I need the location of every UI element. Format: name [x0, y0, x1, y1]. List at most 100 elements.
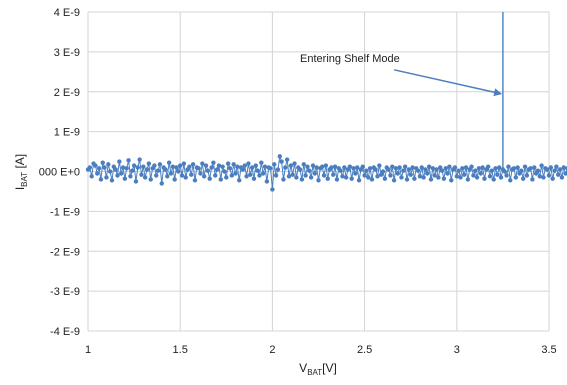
- data-point: [536, 169, 540, 173]
- data-point: [386, 167, 390, 171]
- data-point: [344, 175, 348, 179]
- data-point: [473, 169, 477, 173]
- data-point: [458, 175, 462, 179]
- data-point: [506, 165, 510, 169]
- data-point: [283, 165, 287, 169]
- data-point: [231, 162, 235, 166]
- data-point: [453, 165, 457, 169]
- data-point: [370, 177, 374, 181]
- data-point: [488, 174, 492, 178]
- y-tick-label: 4 E-9: [54, 7, 80, 19]
- data-point: [235, 165, 239, 169]
- data-point: [383, 176, 387, 180]
- data-point: [276, 167, 280, 171]
- data-point: [530, 177, 534, 181]
- data-point: [539, 163, 543, 167]
- data-point: [309, 175, 313, 179]
- data-point: [228, 166, 232, 170]
- data-point: [104, 175, 108, 179]
- data-point: [158, 162, 162, 166]
- data-point: [410, 165, 414, 169]
- data-point: [117, 159, 121, 163]
- data-point: [313, 171, 317, 175]
- data-point: [331, 172, 335, 176]
- data-point: [447, 165, 451, 169]
- data-point: [329, 165, 333, 169]
- data-point: [156, 169, 160, 173]
- x-tick-label: 1: [85, 344, 91, 356]
- data-point: [193, 178, 197, 182]
- data-point: [246, 161, 250, 165]
- data-point: [326, 176, 330, 180]
- data-point: [493, 166, 497, 170]
- data-point: [338, 169, 342, 173]
- data-point: [436, 175, 440, 179]
- data-point: [388, 173, 392, 177]
- data-point: [556, 172, 560, 176]
- data-point: [401, 169, 405, 173]
- data-point: [421, 175, 425, 179]
- data-point: [449, 178, 453, 182]
- data-point: [368, 166, 372, 170]
- data-point: [182, 161, 186, 165]
- data-point: [172, 177, 176, 181]
- data-point: [486, 165, 490, 169]
- data-point: [397, 165, 401, 169]
- data-point: [456, 169, 460, 173]
- data-point: [469, 165, 473, 169]
- data-point: [226, 161, 230, 165]
- data-point: [425, 171, 429, 175]
- data-point: [93, 163, 97, 167]
- data-point: [176, 169, 180, 173]
- data-point: [349, 176, 353, 180]
- data-point: [125, 166, 129, 170]
- data-point: [503, 169, 507, 173]
- data-point: [213, 173, 217, 177]
- data-point: [353, 171, 357, 175]
- data-point: [99, 177, 103, 181]
- y-tick-label: -3 E-9: [50, 286, 80, 298]
- data-point: [241, 167, 245, 171]
- data-point: [562, 165, 566, 169]
- data-point: [515, 165, 519, 169]
- data-point: [113, 167, 117, 171]
- data-point: [462, 172, 466, 176]
- data-point: [504, 173, 508, 177]
- data-point: [475, 175, 479, 179]
- data-point: [292, 161, 296, 165]
- data-point: [302, 162, 306, 166]
- data-point: [152, 163, 156, 167]
- y-tick-label: 3 E-9: [54, 47, 80, 59]
- data-point: [219, 177, 223, 181]
- y-tick-label: -4 E-9: [50, 326, 80, 338]
- data-point: [222, 169, 226, 173]
- data-point: [154, 173, 158, 177]
- data-point: [220, 165, 224, 169]
- data-point: [442, 176, 446, 180]
- data-point: [265, 179, 269, 183]
- data-point: [508, 178, 512, 182]
- x-tick-label: 1.5: [173, 344, 188, 356]
- data-point: [523, 165, 527, 169]
- data-point: [324, 163, 328, 167]
- data-point: [550, 176, 554, 180]
- data-point: [361, 165, 365, 169]
- data-point: [521, 176, 525, 180]
- data-point: [268, 166, 272, 170]
- y-tick-label: 1 E-9: [54, 127, 80, 139]
- data-point: [224, 175, 228, 179]
- data-point: [528, 166, 532, 170]
- data-point: [381, 169, 385, 173]
- data-point: [145, 167, 149, 171]
- data-point: [255, 169, 259, 173]
- data-point: [322, 173, 326, 177]
- data-point: [495, 172, 499, 176]
- data-point: [143, 175, 147, 179]
- data-point: [477, 166, 481, 170]
- y-tick-label: 2 E-9: [54, 87, 80, 99]
- data-point: [285, 157, 289, 161]
- data-point: [254, 163, 258, 167]
- data-point: [261, 171, 265, 175]
